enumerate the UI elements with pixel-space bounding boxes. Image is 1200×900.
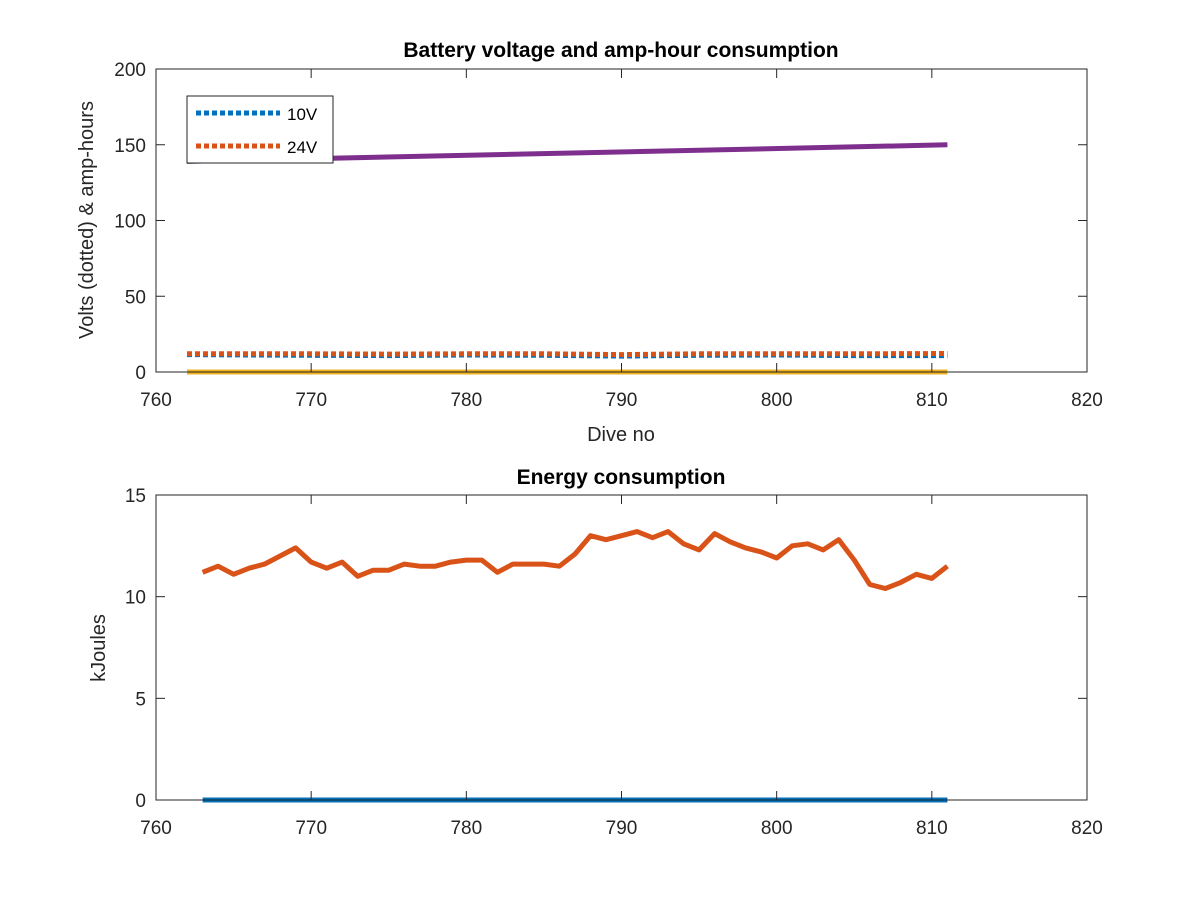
chart-voltage-y-tick-label: 50 bbox=[125, 287, 146, 308]
chart-energy: Energy consumption 760 770 780 790 800 810 820… bbox=[88, 466, 1103, 839]
chart-voltage-ylabel: Volts (dotted) & amp-hours bbox=[76, 101, 98, 339]
chart-energy-y-tick-label: 0 bbox=[135, 791, 146, 812]
chart-energy-x-tick-label: 770 bbox=[295, 818, 327, 839]
chart-voltage-xlabel: Dive no bbox=[587, 424, 655, 446]
chart-voltage-x-tick-label: 810 bbox=[916, 390, 948, 411]
chart-voltage-x-tick-label: 790 bbox=[606, 390, 638, 411]
chart-energy-x-tick-label: 780 bbox=[450, 818, 482, 839]
chart-voltage-y-tick-label: 200 bbox=[114, 60, 146, 81]
chart-voltage-x-tick-label: 800 bbox=[761, 390, 793, 411]
chart-voltage-legend: 10V 24V bbox=[186, 95, 334, 164]
chart-voltage-x-tick-label: 770 bbox=[295, 390, 327, 411]
chart-energy-title: Energy consumption bbox=[517, 466, 726, 489]
chart-energy-x-tick-label: 760 bbox=[140, 818, 172, 839]
chart-energy-x-tick-label: 820 bbox=[1071, 818, 1103, 839]
chart-voltage-x-tick-label: 820 bbox=[1071, 390, 1103, 411]
chart-voltage-y-tick-label: 150 bbox=[114, 136, 146, 157]
chart-voltage: Battery voltage and amp-hour consumption… bbox=[76, 39, 1103, 446]
chart-voltage-x-tick-label: 780 bbox=[450, 390, 482, 411]
chart-energy-series-line-line-1 bbox=[201, 529, 949, 591]
chart-energy-y-tick-label: 15 bbox=[125, 486, 146, 507]
chart-voltage-title: Battery voltage and amp-hour consumption bbox=[403, 39, 838, 62]
chart-voltage-ticks: 760 770 780 790 800 810 820 0 50 100 150 200 bbox=[114, 60, 1103, 411]
legend-label-24v: 24V bbox=[287, 138, 318, 157]
legend-label-10v: 10V bbox=[287, 105, 318, 124]
chart-energy-ylabel: kJoules bbox=[88, 614, 110, 682]
chart-energy-x-tick-label: 790 bbox=[606, 818, 638, 839]
chart-energy-y-tick-label: 10 bbox=[125, 588, 146, 609]
chart-energy-x-tick-label: 800 bbox=[761, 818, 793, 839]
legend-box bbox=[186, 95, 334, 164]
chart-voltage-y-tick-label: 0 bbox=[135, 363, 146, 384]
chart-energy-x-tick-label: 810 bbox=[916, 818, 948, 839]
chart-voltage-y-tick-label: 100 bbox=[114, 212, 146, 233]
chart-voltage-series-line-24v bbox=[187, 351, 948, 358]
chart-voltage-x-tick-label: 760 bbox=[140, 390, 172, 411]
chart-energy-y-tick-label: 5 bbox=[135, 689, 146, 710]
chart-energy-ticks: 760 770 780 790 800 810 820 0 5 10 15 bbox=[125, 486, 1103, 839]
